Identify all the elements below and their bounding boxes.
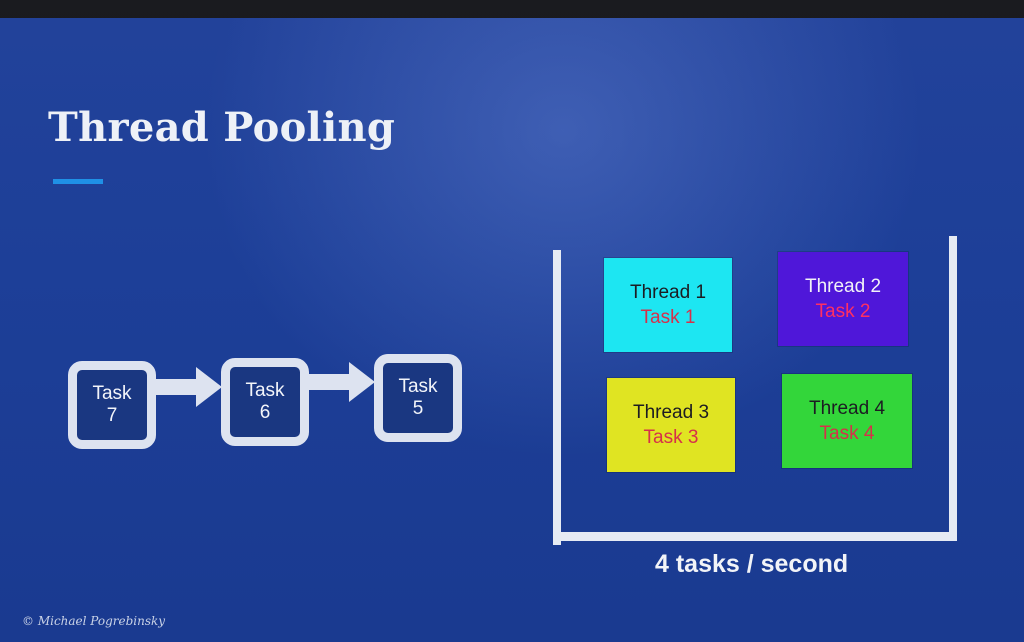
presentation-slide: Thread Pooling Task 7 Task 6 Task 5 Thre… (0, 18, 1024, 642)
thread-name: Thread 4 (808, 398, 886, 419)
task-box-7: Task 7 (68, 361, 156, 449)
title-accent-line (53, 179, 103, 184)
thread-pool-bottom-wall (553, 532, 957, 541)
task-number: 5 (412, 398, 424, 419)
task-label: Task (398, 376, 438, 397)
copyright-text: © Michael Pogrebinsky (22, 614, 166, 628)
task-number: 6 (259, 402, 271, 423)
thread-pool-left-wall (553, 250, 561, 545)
thread-task: Task 3 (643, 427, 699, 448)
thread-card-2: Thread 2 Task 2 (778, 252, 908, 346)
thread-card-3: Thread 3 Task 3 (607, 378, 735, 472)
task-box-5: Task 5 (374, 354, 462, 442)
queue-arrow-shaft (307, 374, 351, 390)
queue-arrow-shaft (154, 379, 198, 395)
queue-arrow-icon (349, 362, 375, 402)
thread-name: Thread 2 (804, 276, 882, 297)
thread-card-4: Thread 4 Task 4 (782, 374, 912, 468)
thread-card-1: Thread 1 Task 1 (604, 258, 732, 352)
slide-title: Thread Pooling (48, 104, 396, 151)
task-box-6: Task 6 (221, 358, 309, 446)
task-label: Task (245, 380, 285, 401)
thread-task: Task 2 (815, 301, 871, 322)
task-label: Task (92, 383, 132, 404)
thread-pool-right-wall (949, 236, 957, 540)
thread-task: Task 1 (640, 307, 696, 328)
queue-arrow-icon (196, 367, 222, 407)
thread-name: Thread 1 (629, 282, 707, 303)
throughput-label: 4 tasks / second (655, 550, 849, 578)
thread-task: Task 4 (819, 423, 875, 444)
task-number: 7 (106, 405, 118, 426)
thread-name: Thread 3 (632, 402, 710, 423)
